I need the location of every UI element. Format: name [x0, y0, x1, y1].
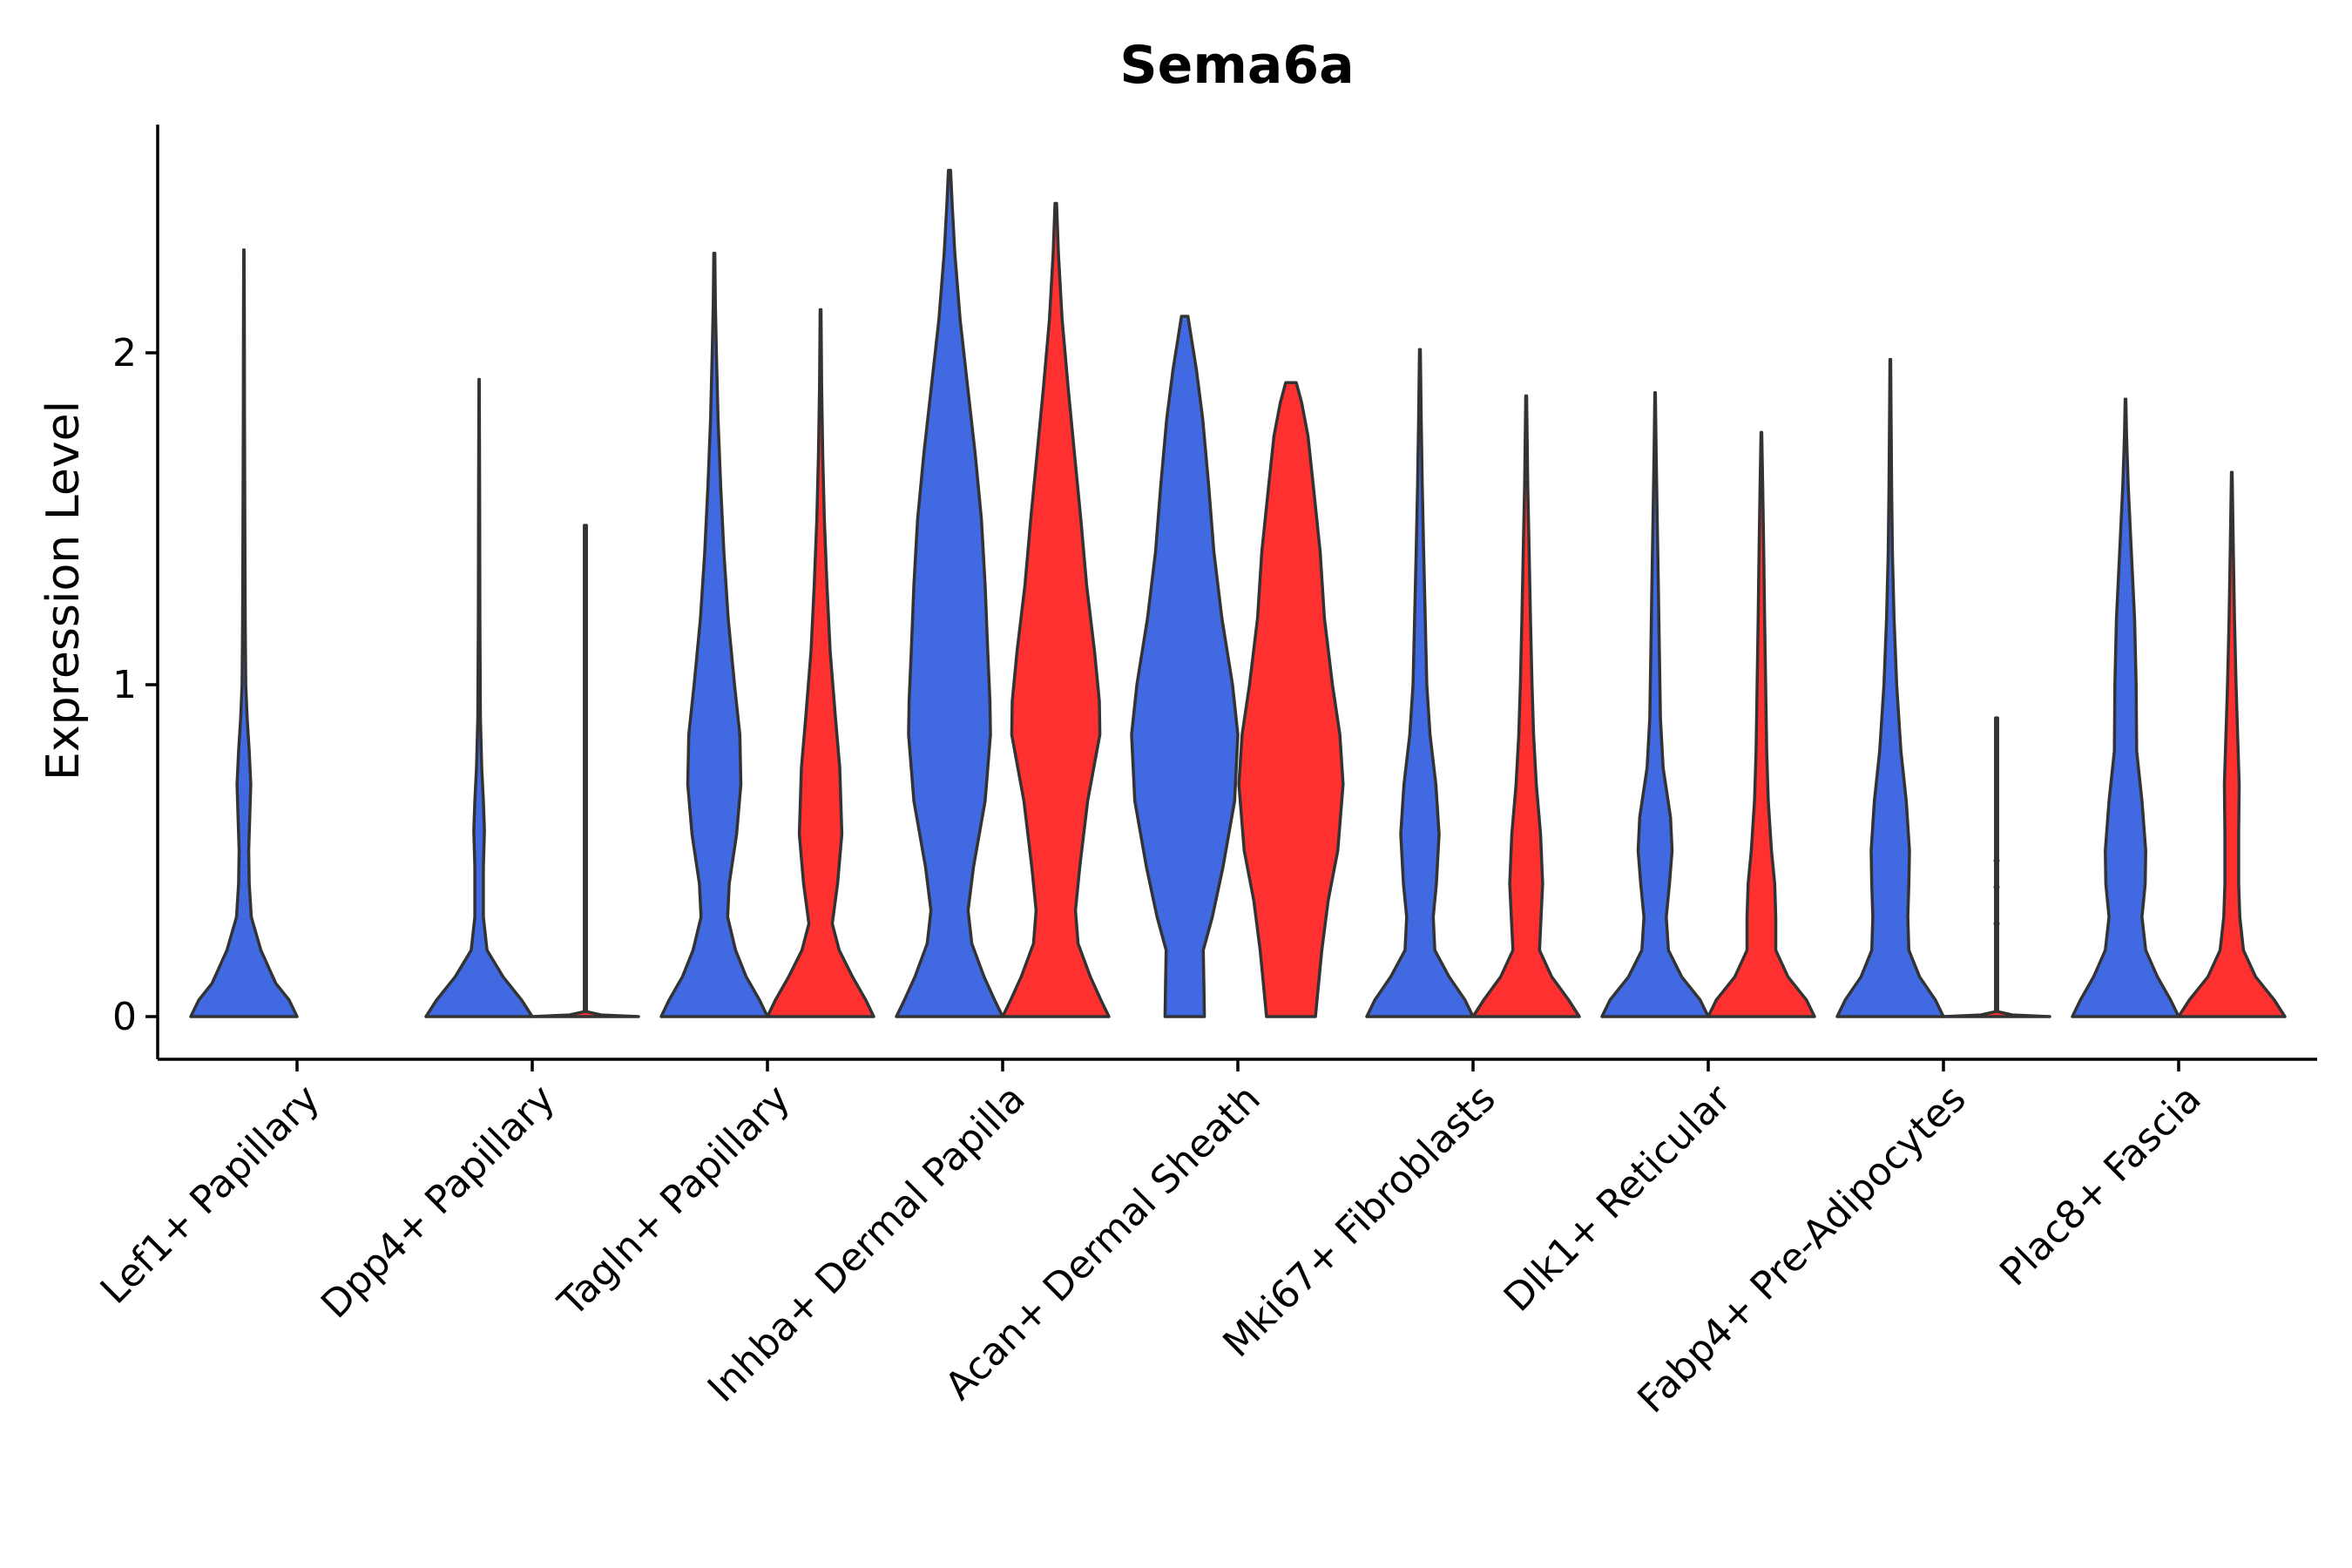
- violin-shape: [1237, 381, 1345, 1018]
- x-tick-label: Dlk1+ Reticular: [1496, 1076, 1740, 1321]
- x-tick-label: Dpp4+ Papillary: [313, 1077, 564, 1328]
- violin-shape: [424, 377, 534, 1018]
- violin-shape: [1471, 394, 1581, 1018]
- violin-shape: [1942, 716, 2051, 1018]
- violin-layer: [189, 168, 2287, 1018]
- x-tick-label: Plac8+ Fascia: [1991, 1077, 2210, 1295]
- chart-title: Sema6a: [1119, 35, 1354, 96]
- violin-shape: [189, 248, 299, 1018]
- outlier-point: [1993, 857, 2000, 864]
- x-tick-label: Mki67+ Fibroblasts: [1214, 1077, 1504, 1366]
- violin-shape: [1835, 357, 1945, 1018]
- x-tick-label: Lef1+ Papillary: [92, 1077, 328, 1313]
- y-axis-label: Expression Level: [37, 401, 90, 781]
- violin-shape: [766, 308, 875, 1018]
- violin-shape: [1001, 201, 1111, 1018]
- violin-shape: [1600, 390, 1710, 1018]
- violin-shape: [531, 524, 640, 1018]
- violin-shape: [1707, 430, 1816, 1018]
- y-tick-label: 0: [112, 995, 137, 1039]
- violin-shape: [2177, 470, 2287, 1018]
- x-tick-label: Tagln+ Papillary: [550, 1077, 799, 1326]
- outlier-point: [1993, 883, 2000, 890]
- violin-shape: [659, 251, 769, 1018]
- y-tick-label: 1: [112, 663, 137, 707]
- violin-shape: [1130, 314, 1240, 1018]
- violin-shape: [2071, 397, 2180, 1018]
- y-ticks: 0 1 2: [112, 331, 158, 1039]
- y-tick-label: 2: [112, 331, 137, 375]
- outlier-point: [1993, 920, 2000, 927]
- violin-shape: [895, 168, 1004, 1018]
- violin-shape: [1365, 348, 1475, 1018]
